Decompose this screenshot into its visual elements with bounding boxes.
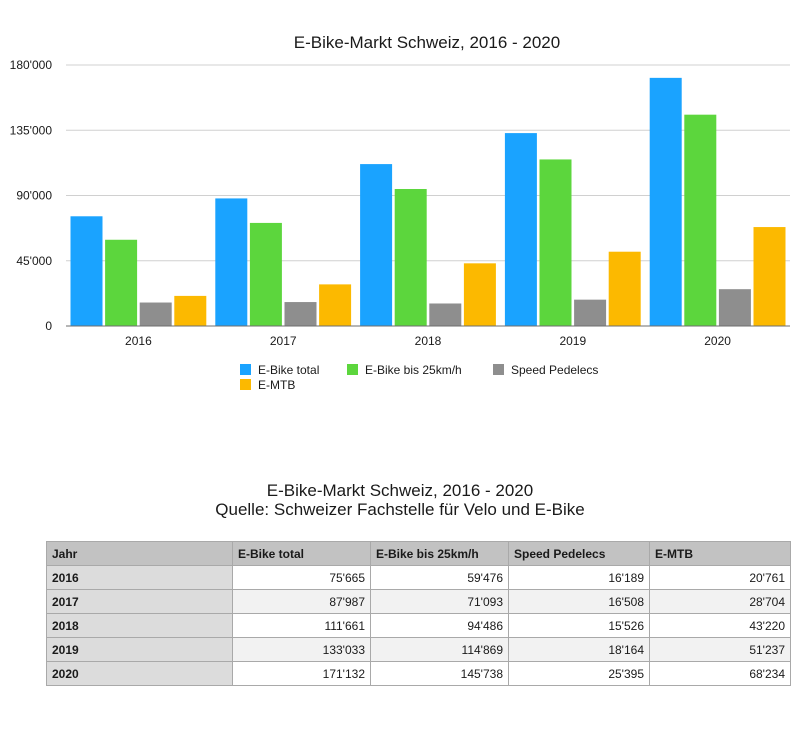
- table-cell: 111'661: [232, 613, 371, 638]
- bar-e-mtb-2019: [608, 251, 641, 326]
- table-cell: 114'869: [370, 637, 509, 662]
- header-jahr: Jahr: [46, 541, 233, 566]
- table-cell: 16'508: [508, 589, 650, 614]
- y-tick-label: 0: [45, 319, 52, 333]
- legend-swatch: [347, 364, 358, 375]
- table-row: 2018 111'661 94'486 15'526 43'220: [46, 613, 791, 638]
- table-cell: 94'486: [370, 613, 509, 638]
- table-title: E-Bike-Markt Schweiz, 2016 - 2020: [266, 481, 534, 500]
- legend-label: E-Bike bis 25km/h: [365, 363, 462, 377]
- x-tick-label: 2018: [415, 334, 442, 348]
- table-cell-year: 2017: [46, 589, 233, 614]
- bar-e-mtb-2018: [463, 263, 496, 326]
- bar-e-bike-bis-25km-h-2018: [394, 188, 427, 326]
- table-row: 2020 171'132 145'738 25'395 68'234: [46, 661, 791, 686]
- bar-e-bike-total-2017: [215, 198, 248, 326]
- table-cell: 43'220: [649, 613, 791, 638]
- bar-e-mtb-2016: [174, 295, 207, 326]
- table-cell-year: 2016: [46, 565, 233, 590]
- chart-title: E-Bike-Markt Schweiz, 2016 - 2020: [294, 33, 560, 52]
- table-cell-year: 2019: [46, 637, 233, 662]
- legend-label: Speed Pedelecs: [511, 363, 598, 377]
- table-header-row: Jahr E-Bike total E-Bike bis 25km/h Spee…: [46, 541, 791, 566]
- header-speed-pedelecs: Speed Pedelecs: [508, 541, 650, 566]
- bar-e-bike-total-2020: [649, 77, 682, 326]
- y-tick-label: 135'000: [10, 123, 53, 137]
- header-ebike-25: E-Bike bis 25km/h: [370, 541, 509, 566]
- bar-chart: E-Bike-Markt Schweiz, 2016 - 2020 0 45'00…: [10, 33, 790, 392]
- bar-e-bike-total-2016: [70, 216, 103, 326]
- table-cell: 133'033: [232, 637, 371, 662]
- table-cell: 51'237: [649, 637, 791, 662]
- header-emtb: E-MTB: [649, 541, 791, 566]
- x-tick-label: 2019: [559, 334, 586, 348]
- table-row: 2016 75'665 59'476 16'189 20'761: [46, 565, 791, 590]
- bar-speed-pedelecs-2017: [284, 302, 317, 326]
- bar-speed-pedelecs-2018: [429, 303, 462, 326]
- legend-swatch: [240, 379, 251, 390]
- bar-speed-pedelecs-2016: [139, 302, 172, 326]
- table-cell: 87'987: [232, 589, 371, 614]
- x-tick-label: 2020: [704, 334, 731, 348]
- table-cell: 71'093: [370, 589, 509, 614]
- table-cell: 15'526: [508, 613, 650, 638]
- header-ebike-total: E-Bike total: [232, 541, 371, 566]
- axes: 0 45'000 90'000 135'000 180'000 2016 2017 2018 2…: [10, 58, 790, 348]
- x-tick-label: 2016: [125, 334, 152, 348]
- bar-e-bike-total-2019: [504, 133, 537, 326]
- table-cell: 171'132: [232, 661, 371, 686]
- table-cell: 28'704: [649, 589, 791, 614]
- y-tick-label: 45'000: [16, 254, 52, 268]
- bar-e-mtb-2020: [753, 227, 786, 326]
- table-cell: 25'395: [508, 661, 650, 686]
- legend-label: E-MTB: [258, 378, 295, 392]
- table-cell: 18'164: [508, 637, 650, 662]
- bar-e-bike-total-2018: [360, 164, 393, 326]
- bars: [70, 77, 786, 326]
- table-cell-year: 2018: [46, 613, 233, 638]
- table-source: Quelle: Schweizer Fachstelle für Velo un…: [215, 500, 585, 519]
- bar-e-bike-bis-25km-h-2019: [539, 159, 572, 326]
- table-cell: 59'476: [370, 565, 509, 590]
- legend-swatch: [493, 364, 504, 375]
- bar-e-bike-bis-25km-h-2020: [684, 114, 717, 326]
- table-cell-year: 2020: [46, 661, 233, 686]
- table-cell: 75'665: [232, 565, 371, 590]
- legend-swatch: [240, 364, 251, 375]
- chart-svg: E-Bike-Markt Schweiz, 2016 - 2020 0 45'00…: [10, 33, 790, 392]
- data-table: Jahr E-Bike total E-Bike bis 25km/h Spee…: [46, 541, 791, 686]
- table-row: 2019 133'033 114'869 18'164 51'237: [46, 637, 791, 662]
- y-tick-label: 90'000: [16, 189, 52, 203]
- table-cell: 68'234: [649, 661, 791, 686]
- table-row: 2017 87'987 71'093 16'508 28'704: [46, 589, 791, 614]
- y-tick-label: 180'000: [10, 58, 53, 72]
- table-cell: 16'189: [508, 565, 650, 590]
- bar-speed-pedelecs-2019: [574, 299, 607, 326]
- legend-label: E-Bike total: [258, 363, 319, 377]
- bar-e-bike-bis-25km-h-2017: [249, 222, 282, 326]
- table-cell: 20'761: [649, 565, 791, 590]
- bar-e-bike-bis-25km-h-2016: [105, 239, 138, 326]
- table-cell: 145'738: [370, 661, 509, 686]
- bar-speed-pedelecs-2020: [718, 289, 751, 326]
- legend: E-Bike total E-Bike bis 25km/h Speed Pedel…: [240, 363, 598, 392]
- bar-e-mtb-2017: [319, 284, 352, 326]
- x-tick-label: 2017: [270, 334, 297, 348]
